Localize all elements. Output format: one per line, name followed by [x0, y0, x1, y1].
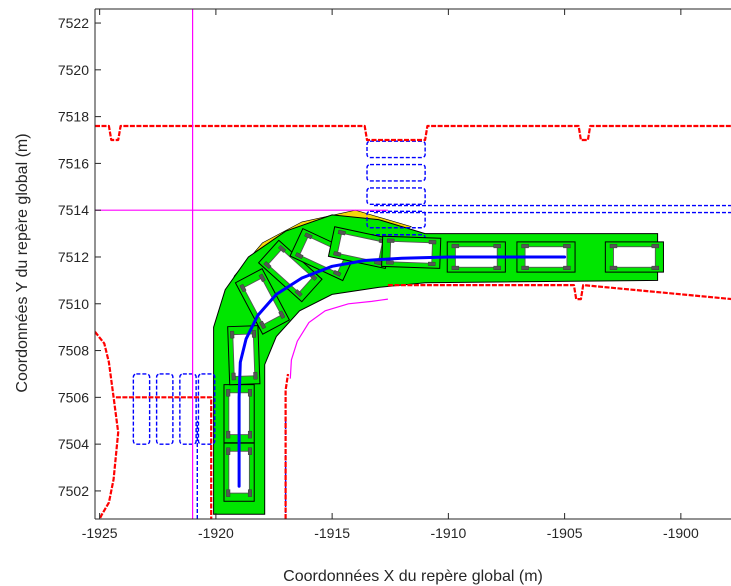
y-tick-label: 7514: [58, 202, 89, 218]
vehicle-wheel: [493, 244, 501, 249]
vehicle-wheel: [427, 261, 436, 267]
vehicle-wheel: [521, 265, 529, 270]
trajectory-line: [237, 255, 567, 488]
reference-lines-layer: [95, 9, 388, 519]
vehicle-wheel: [651, 244, 660, 249]
x-tick-label: -1910: [430, 525, 466, 541]
axes: [94, 8, 731, 520]
vehicle-wheel: [247, 430, 252, 439]
vehicle-wheel: [259, 320, 267, 330]
vehicle-wheel: [247, 489, 252, 497]
crosswalk-bar: [366, 163, 426, 182]
vehicle-chassis: [267, 248, 314, 294]
curbs-layer: [95, 124, 731, 519]
vehicle-wheel: [386, 260, 394, 265]
x-tick-label: -1900: [663, 525, 699, 541]
vehicle-wheel: [563, 244, 571, 249]
y-tick-label: 7502: [58, 483, 89, 499]
y-tick-label: 7510: [58, 296, 89, 312]
vehicle-wheel: [563, 265, 571, 270]
vehicle-pose: [257, 239, 323, 303]
y-tick-label: 7520: [58, 62, 89, 78]
y-tick-label: 7522: [58, 15, 89, 31]
x-axis-label: Coordonnées X du repère global (m): [283, 568, 543, 585]
y-tick-label: 7518: [58, 109, 89, 125]
vehicle-wheel: [247, 447, 252, 455]
vehicle-wheel: [521, 244, 529, 249]
x-tick-label: -1915: [314, 525, 350, 541]
vehicle-chassis: [336, 232, 384, 263]
vehicle-pose: [289, 227, 357, 282]
vehicle-wheel: [386, 238, 395, 243]
vehicle-pose: [381, 235, 442, 269]
vehicle-wheel: [333, 251, 342, 257]
vehicle-wheel: [226, 430, 231, 439]
vehicle-wheel: [226, 447, 231, 455]
vehicle-wheel: [609, 244, 618, 249]
plot-area: [95, 9, 731, 519]
vehicle-chassis: [232, 333, 256, 377]
vehicle-wheel: [226, 389, 231, 397]
curb-line: [95, 124, 731, 142]
vehicle-wheel: [253, 371, 258, 380]
ticks: -1925 -1920 -1915 -1910 -1905 -1900 7502 7504 75…: [58, 9, 699, 541]
vehicle-pose: [234, 267, 291, 335]
reference-line: [289, 298, 388, 379]
crosswalk-bar: [366, 187, 426, 206]
vehicle-wheel: [231, 372, 236, 381]
trajectory-layer: [237, 255, 567, 488]
x-tick-label: -1920: [198, 525, 234, 541]
vehicle-wheel: [258, 273, 266, 283]
vehicle-wheel: [226, 489, 231, 497]
vehicle-wheel: [304, 232, 313, 240]
vehicle-wheel: [451, 244, 460, 249]
vehicle-wheel: [609, 265, 618, 270]
vehicle-wheel: [294, 289, 303, 298]
vehicle-wheel: [428, 240, 437, 245]
vehicle-chassis: [613, 246, 656, 268]
y-tick-label: 7506: [58, 389, 89, 405]
vehicle-wheel: [295, 252, 304, 259]
curb-line: [284, 373, 290, 519]
vehicle-wheel: [251, 330, 257, 338]
vehicle-wheel: [263, 261, 272, 270]
vehicle-wheel: [278, 310, 286, 319]
vehicle-wheel: [651, 265, 660, 270]
y-tick-label: 7512: [58, 249, 89, 265]
vehicle-pose: [227, 325, 261, 386]
vehicle-wheel: [451, 265, 460, 270]
vehicle-wheel: [230, 330, 235, 339]
vehicle-chassis: [242, 277, 282, 326]
curb-line: [387, 284, 731, 301]
vehicle-pose: [604, 241, 664, 273]
vehicle-wheel: [493, 265, 501, 270]
vehicle-wheel: [332, 269, 342, 277]
y-tick-label: 7504: [58, 436, 89, 452]
x-tick-label: -1905: [547, 525, 583, 541]
crosswalk-bar: [366, 140, 426, 159]
crosswalk-bar: [366, 210, 426, 229]
x-tick-label: -1925: [82, 525, 118, 541]
curb-line: [95, 331, 120, 519]
y-tick-label: 7516: [58, 155, 89, 171]
curb-line: [115, 396, 213, 519]
vehicle-wheel: [277, 244, 287, 253]
y-axis-label: Coordonnées Y du repère global (m): [14, 133, 31, 392]
vehicle-wheel: [247, 389, 252, 397]
vehicle-wheel: [337, 229, 346, 236]
vehicle-wheel: [239, 283, 247, 293]
y-tick-label: 7508: [58, 343, 89, 359]
